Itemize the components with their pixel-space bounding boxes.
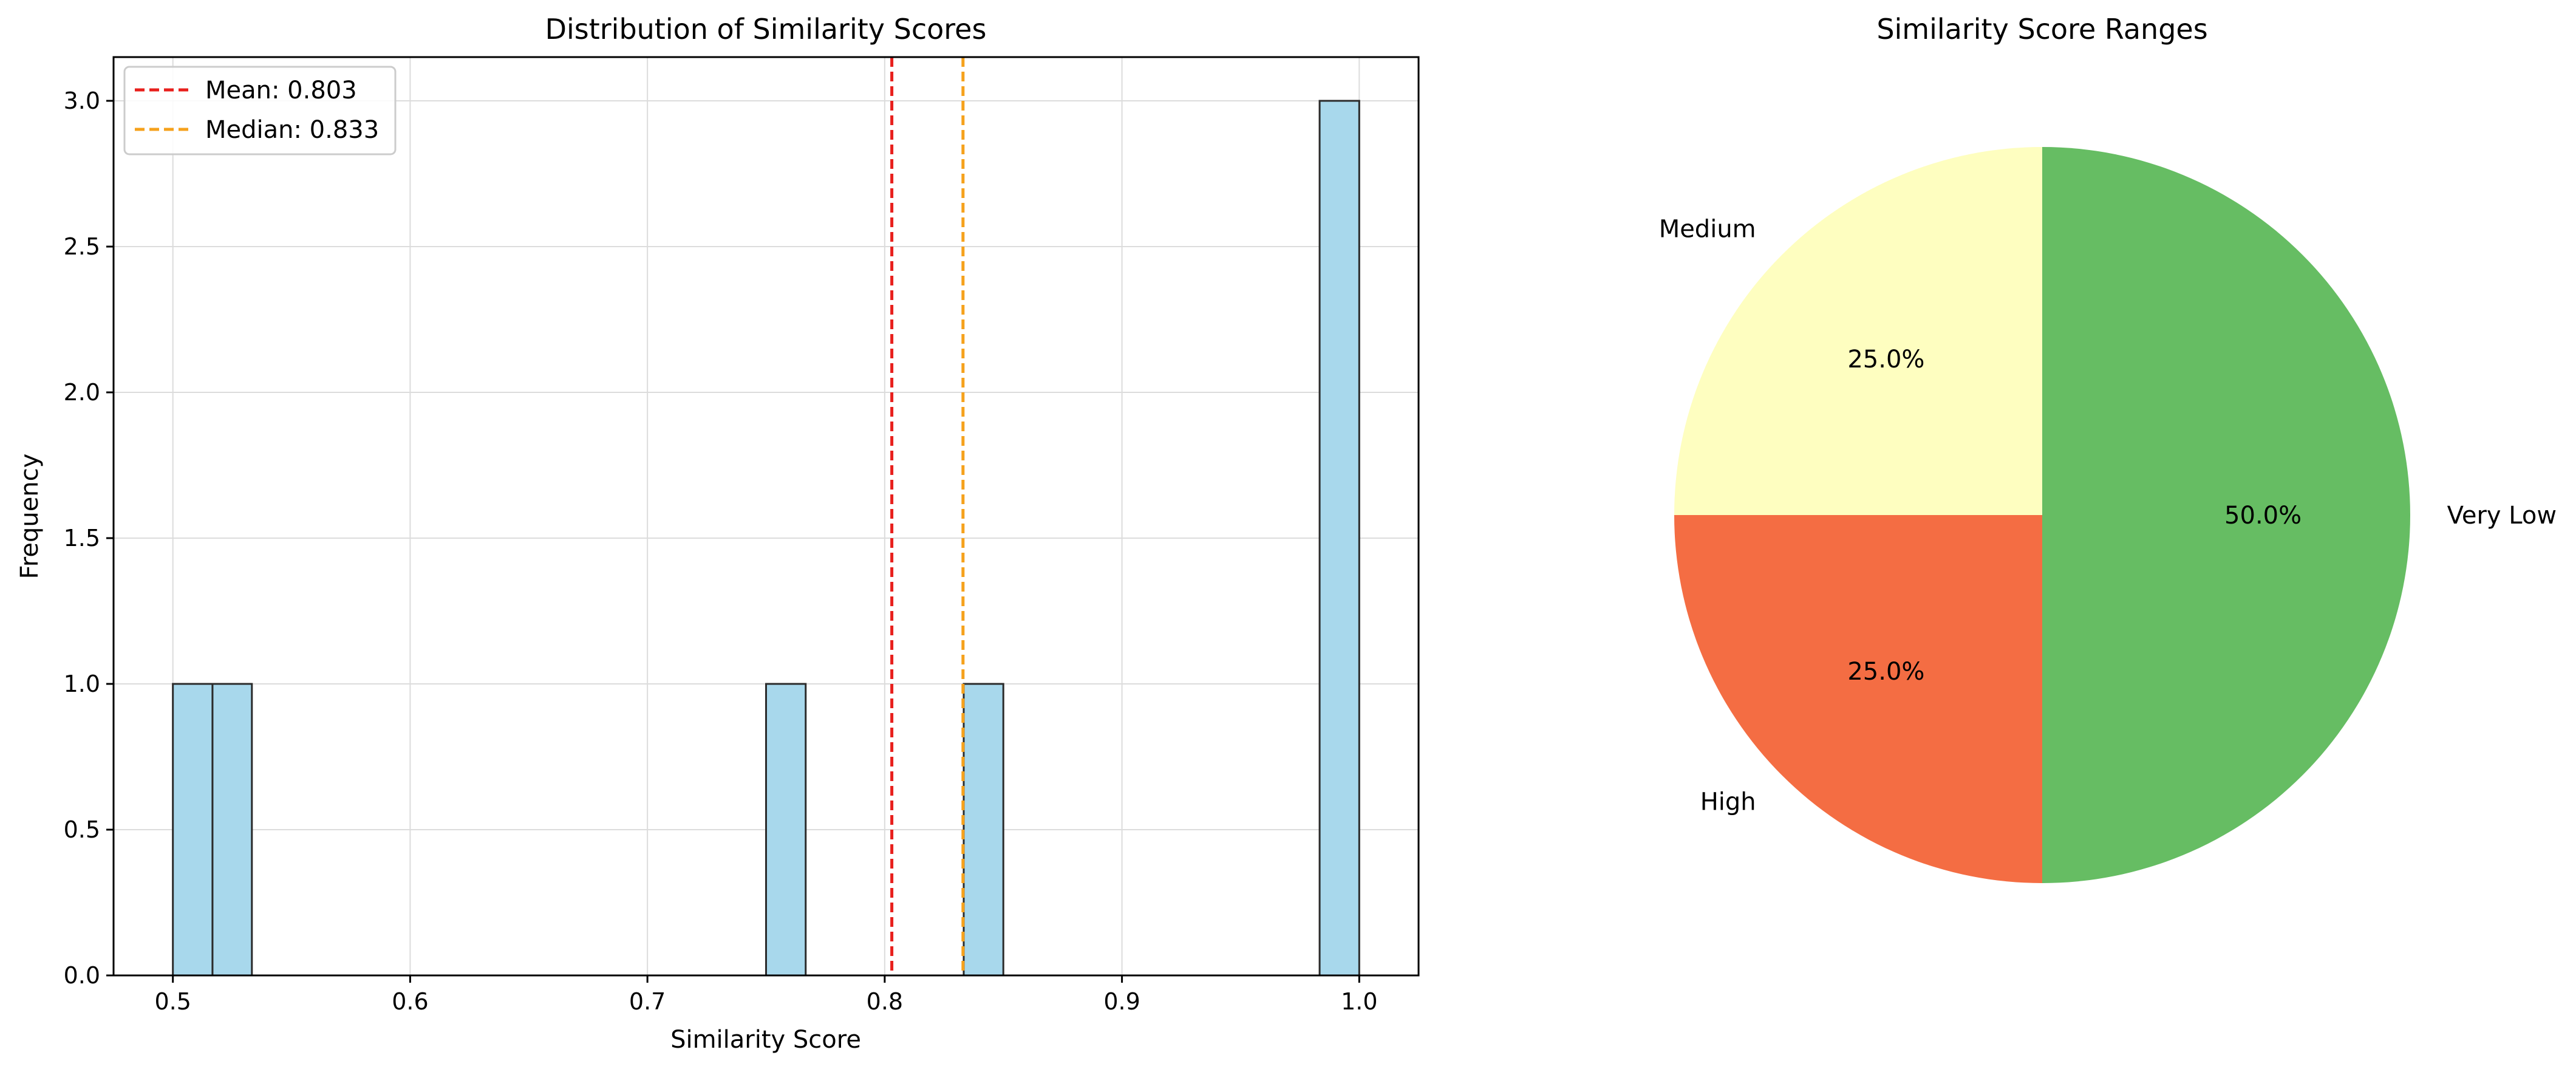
legend-label-median: Median: 0.833 (205, 116, 379, 144)
legend-box (123, 66, 397, 155)
y-tick-label: 2.0 (64, 379, 100, 406)
histogram-bar (172, 683, 214, 977)
y-tick-label: 0.0 (64, 962, 100, 989)
x-tick-label: 0.5 (154, 988, 191, 1015)
pie-slices (1674, 147, 2410, 883)
y-tick-label: 1.0 (64, 671, 100, 697)
legend-label-mean: Mean: 0.803 (205, 77, 357, 104)
y-tick-label: 2.5 (64, 233, 100, 260)
histogram-title: Distribution of Similarity Scores (545, 13, 987, 46)
histogram-panel: Distribution of Similarity Scores 0.5 0.6… (16, 13, 1420, 1054)
histogram-bar (1318, 100, 1360, 977)
x-tick-label: 0.6 (392, 988, 428, 1015)
histogram-axes-frame (112, 56, 1420, 977)
y-tick-label: 0.5 (64, 816, 100, 843)
pie-slice-label: High (1700, 788, 1756, 816)
x-tick-label: 0.8 (867, 988, 903, 1015)
x-ticks: 0.5 0.6 0.7 0.8 0.9 1.0 (154, 975, 1378, 1015)
x-tick-label: 1.0 (1341, 988, 1377, 1015)
pie-panel: Similarity Score Ranges 50.0% Very Low 25.… (1659, 13, 2557, 883)
y-tick-label: 3.0 (64, 87, 100, 114)
histogram-bar (765, 683, 807, 977)
pie-pct-label: 50.0% (2224, 502, 2302, 530)
pie-title: Similarity Score Ranges (1876, 13, 2207, 46)
pie-slice-high (1674, 515, 2042, 883)
x-axis-label: Similarity Score (670, 1026, 861, 1054)
legend: Mean: 0.803 Median: 0.833 (123, 66, 397, 155)
reference-lines (890, 57, 965, 975)
y-tick-label: 1.5 (64, 525, 100, 551)
pie-slice-very-low (2042, 147, 2410, 883)
pie-pct-label: 25.0% (1847, 658, 1924, 686)
pie-slice-medium (1674, 147, 2042, 515)
histogram-bar (963, 683, 1004, 977)
x-tick-label: 0.9 (1103, 988, 1140, 1015)
pie-slice-label: Medium (1659, 216, 1756, 244)
histogram-bar (211, 683, 253, 977)
pie-labels: 50.0% Very Low 25.0% High 25.0% Medium (1659, 216, 2557, 816)
y-axis-label: Frequency (16, 454, 44, 579)
y-ticks: 0.0 0.5 1.0 1.5 2.0 2.5 3.0 (64, 87, 114, 989)
x-tick-label: 0.7 (629, 988, 666, 1015)
pie-slice-label: Very Low (2447, 502, 2557, 530)
pie-pct-label: 25.0% (1847, 346, 1924, 374)
histogram-bars (172, 100, 1360, 977)
